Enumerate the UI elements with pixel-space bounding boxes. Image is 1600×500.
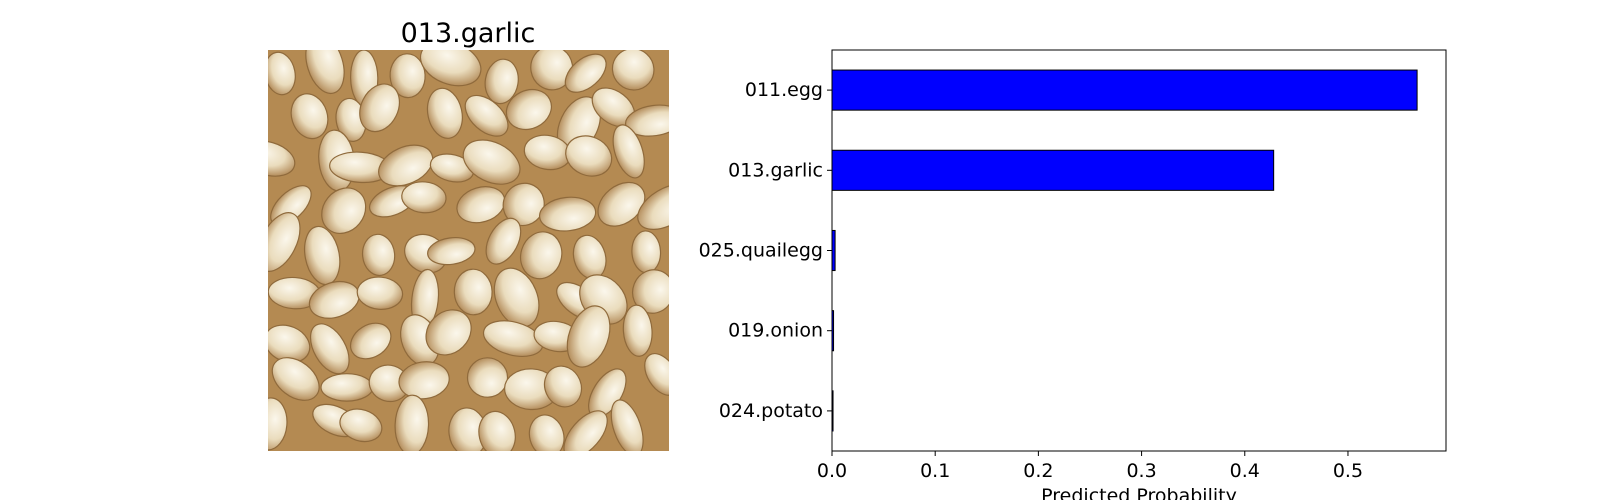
x-tick-label: 0.4 xyxy=(1230,460,1260,482)
x-axis: 0.0 0.1 0.2 0.3 0.4 0.5 xyxy=(817,451,1363,482)
x-axis-label: Predicted Probability xyxy=(1041,485,1237,500)
garlic-clove xyxy=(611,50,655,91)
garlic-clove xyxy=(356,276,404,310)
garlic-clove xyxy=(305,50,345,95)
garlic-clove xyxy=(622,304,653,357)
garlic-clove xyxy=(625,104,669,137)
garlic-clove xyxy=(466,357,509,398)
x-tick-label: 0.1 xyxy=(920,460,950,482)
garlic-clove xyxy=(268,397,288,451)
bar-011.egg xyxy=(831,69,1418,111)
garlic-clove xyxy=(359,83,401,133)
garlic-clove xyxy=(464,94,509,137)
garlic-clove xyxy=(268,51,296,96)
garlic-clove xyxy=(528,414,565,451)
garlic-clove xyxy=(637,183,669,230)
x-tick-label: 0.3 xyxy=(1126,460,1156,482)
garlic-clove xyxy=(530,50,574,91)
garlic-clove xyxy=(268,212,301,272)
garlic-clove xyxy=(610,399,644,451)
y-tick-label: 013.garlic xyxy=(728,159,823,181)
garlic-clove xyxy=(565,135,613,177)
y-axis: 011.egg 013.garlic 025.quailegg 019.onion 02… xyxy=(699,79,832,422)
garlic-clove xyxy=(349,322,392,360)
garlic-clove xyxy=(394,394,430,451)
garlic-clove xyxy=(644,353,669,396)
garlic-clove xyxy=(505,88,552,131)
garlic-clove xyxy=(419,50,482,87)
garlic-clove xyxy=(271,357,320,401)
garlic-cloves xyxy=(268,50,669,451)
garlic-clove xyxy=(425,309,472,356)
bars-group xyxy=(831,69,1418,432)
garlic-clove xyxy=(290,93,329,140)
garlic-clove xyxy=(268,140,296,177)
garlic-clove xyxy=(566,305,611,368)
garlic-clove xyxy=(519,231,563,280)
garlic-clove xyxy=(427,237,476,266)
y-tick-label: 024.potato xyxy=(719,400,823,422)
garlic-clove xyxy=(320,373,374,402)
chart: 011.egg 013.garlic 025.quailegg 019.onion 02… xyxy=(699,49,1447,500)
garlic-clove xyxy=(453,268,493,316)
garlic-clove xyxy=(478,410,516,451)
y-tick-label: 019.onion xyxy=(728,320,823,342)
x-tick-label: 0.0 xyxy=(817,460,847,482)
garlic-clove xyxy=(378,144,434,187)
x-tick-label: 0.2 xyxy=(1023,460,1053,482)
garlic-clove xyxy=(339,408,383,443)
garlic-clove xyxy=(543,365,583,408)
x-tick-label: 0.5 xyxy=(1333,460,1363,482)
garlic-clove xyxy=(361,233,396,277)
plot-area xyxy=(832,50,1446,451)
image-title: 013.garlic xyxy=(401,18,536,49)
y-tick-label: 025.quailegg xyxy=(699,240,823,262)
image-panel: 013.garlic xyxy=(268,18,669,451)
garlic-clove xyxy=(612,124,645,179)
garlic-clove xyxy=(564,53,607,93)
bar-013.garlic xyxy=(831,149,1275,191)
garlic-clove xyxy=(538,196,597,232)
garlic-clove xyxy=(309,323,350,375)
garlic-clove xyxy=(462,139,521,185)
garlic-clove xyxy=(597,181,646,227)
garlic-clove xyxy=(426,87,463,139)
garlic-photo xyxy=(268,50,669,451)
garlic-clove xyxy=(398,361,450,400)
garlic-clove xyxy=(321,187,367,235)
garlic-clove xyxy=(484,58,519,105)
garlic-clove xyxy=(389,53,426,99)
y-tick-label: 011.egg xyxy=(745,79,823,101)
garlic-clove xyxy=(485,217,522,265)
garlic-clove xyxy=(493,267,540,328)
garlic-clove xyxy=(401,181,447,214)
garlic-clove xyxy=(563,410,608,451)
